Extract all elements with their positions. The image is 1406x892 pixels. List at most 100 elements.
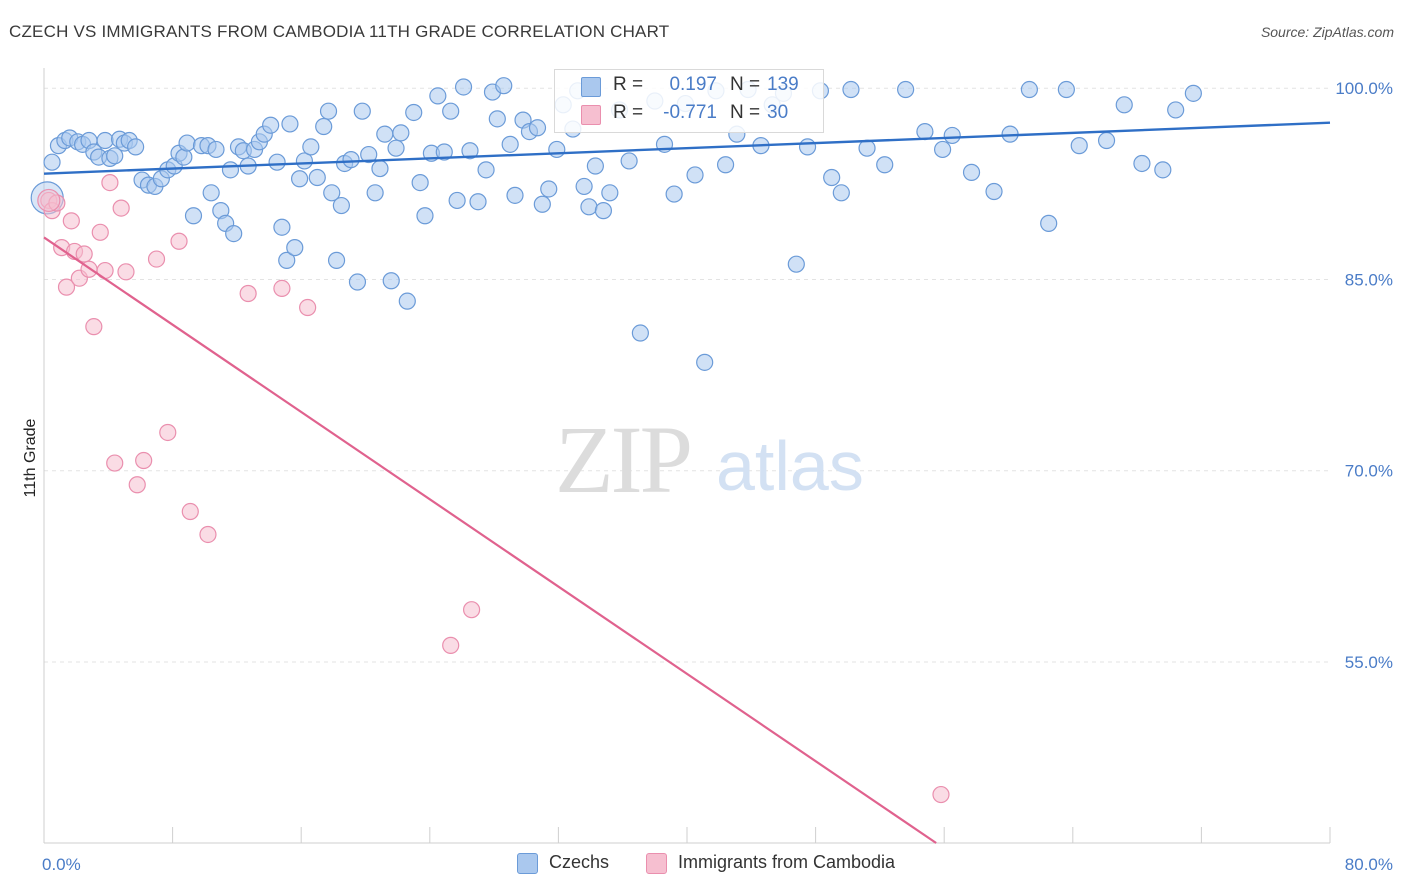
czech-point [273,218,291,236]
czech-point [327,251,346,269]
czech-point [985,182,1003,201]
czech-point [332,196,350,215]
czech-point [594,202,613,220]
czech-point [1115,96,1133,114]
czech-point [411,173,429,192]
czech-point [1097,131,1116,150]
cambodia-point [117,263,135,281]
czech-point [575,177,593,196]
x-tick-label: 80.0% [1345,855,1393,874]
czech-point [435,143,453,161]
cambodia-point [106,454,124,472]
czech-point [225,224,243,243]
czech-point [454,78,473,96]
cambodia-point [932,785,950,804]
czech-point [586,157,604,175]
czech-point [202,184,220,202]
czech-point [601,184,619,202]
cambodia-point [147,250,166,268]
y-tick-label: 85.0% [1345,270,1393,289]
czech-point [1020,80,1038,99]
czech-point [382,272,400,290]
czech-point [716,156,735,174]
watermark-zip: ZIP [555,406,690,513]
czech-point [371,159,389,178]
czech-trend-line [43,121,1331,175]
czech-point [1057,80,1075,99]
legend-r-label: R = [613,102,644,123]
czech-point [184,207,203,225]
czech-point [916,122,934,141]
czech-point [533,195,551,213]
czech-point [943,126,961,145]
czech-point [1133,154,1151,173]
czech-point [348,273,367,291]
czech-point [392,124,410,142]
czech-point [495,77,513,95]
czech-point [262,116,280,134]
cambodia-point [273,279,291,298]
legend-swatch-czechs [581,77,601,97]
czech-point [842,80,860,99]
x-tick-label: 0.0% [42,855,81,874]
czech-point [342,151,360,169]
legend-row-cambodia: R = -0.771 N = 30 [555,100,823,128]
czech-point [398,292,416,310]
czech-point [1184,84,1202,102]
czech-point [798,138,817,156]
czech-point [302,138,320,156]
czech-point [1167,101,1185,119]
bottom-legend-cambodia: Immigrants from Cambodia [678,852,896,872]
bottom-legend-czechs: Czechs [549,852,610,872]
legend-n-label: N = [730,74,761,95]
cambodia-point [170,232,188,250]
czech-point [876,156,894,174]
czech-point [281,115,299,133]
czech-point [897,80,915,99]
bottom-legend-swatch-czechs [517,853,538,874]
czech-point [127,138,145,156]
legend-swatch-cambodia [581,105,601,125]
legend-r-value: 0.197 [669,74,717,95]
czech-point [175,148,193,166]
czech-point [469,193,487,211]
czech-point [488,110,506,128]
czech-point [221,161,240,179]
czech-point [278,251,296,269]
czech-point [207,140,225,159]
czech-point [366,184,384,202]
cambodia-point [442,636,460,654]
czech-point [286,239,304,257]
cambodia-point [57,278,76,296]
cambodia-point [91,223,109,241]
czech-point [696,353,714,371]
cambodia-point [101,173,119,192]
czech-point [962,163,981,181]
bottom-legend-swatch-cambodia [646,853,667,874]
czech-point [580,198,598,216]
cambodia-point [62,212,80,230]
czech-point [268,153,286,171]
czech-point [540,180,558,198]
czech-point [1070,137,1088,155]
trend-lines [43,121,1331,844]
chart-title: CZECH VS IMMIGRANTS FROM CAMBODIA 11TH G… [9,22,670,41]
watermark-atlas: atlas [716,427,864,505]
y-tick-label: 55.0% [1345,653,1393,672]
cambodia-point [462,601,481,619]
czech-point [1154,161,1172,179]
czech-point [96,131,114,150]
legend-r-value: -0.771 [663,102,717,123]
legend-r-label: R = [613,74,644,95]
czech-point [631,324,649,342]
x-tick-labels: 0.0% 80.0% [42,855,1393,874]
cambodia-point [112,199,130,217]
czech-point [405,103,423,122]
czech-point [787,255,805,273]
czech-point [43,153,61,171]
czech-point [832,184,850,202]
y-axis-label: 11th Grade [22,418,39,497]
cambodia-point [128,476,146,494]
czech-point [1040,214,1058,232]
